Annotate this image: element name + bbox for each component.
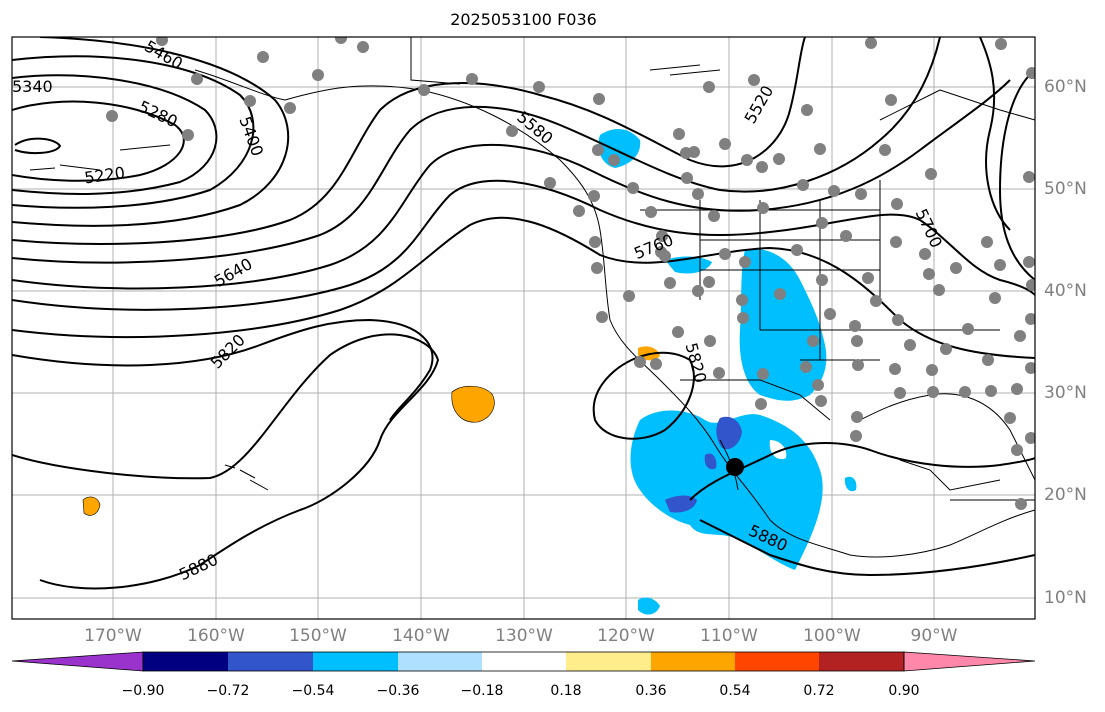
map-frame (11, 36, 1036, 620)
contour-label: 5280 (136, 97, 181, 131)
contour-5340 (12, 74, 218, 195)
contour-5880-lower (699, 519, 1035, 577)
longitude-label: 110°W (700, 626, 758, 646)
contour-5280 (12, 100, 185, 182)
cyan-region-gulf (844, 476, 857, 492)
contour-5400 (12, 55, 255, 209)
colorbar-tick-label: 0.90 (888, 683, 920, 699)
latitude-label: 40°N (1044, 281, 1087, 301)
contour-5880-mexico (592, 351, 695, 440)
contour-label: 5220 (83, 163, 126, 187)
colorbar-tick-label: −0.36 (376, 683, 420, 699)
longitude-label: 100°W (803, 626, 861, 646)
latitude-label: 20°N (1044, 485, 1087, 505)
contour-label: 5580 (513, 107, 556, 148)
white-gap-1 (769, 440, 787, 460)
contour-label: 5640 (211, 254, 256, 291)
colorbar-tick-label: 0.54 (719, 683, 751, 699)
longitude-label: 120°W (597, 626, 655, 646)
colorbar-segment (735, 652, 819, 671)
contour-5220 (14, 137, 62, 155)
blue-region-2 (716, 416, 742, 450)
colorbar-tick-label: 0.36 (635, 683, 667, 699)
colorbar-segment (819, 652, 904, 671)
longitude-label: 160°W (187, 626, 245, 646)
colorbar-segment (313, 652, 398, 671)
blue-region-3 (704, 453, 717, 470)
contour-east (998, 69, 1035, 281)
colorbar-extend-left (11, 651, 144, 672)
colorbar-extend-right (903, 651, 1036, 672)
highlight-marker (726, 458, 744, 476)
gridlines (12, 37, 1035, 619)
blue-region-1 (665, 495, 697, 513)
contour-5580 (12, 37, 941, 264)
colorbar-tick-label: −0.54 (291, 683, 335, 699)
contour-5880-south (689, 442, 1035, 501)
colorbar-tick-label: −0.18 (460, 683, 504, 699)
colorbar-segment (228, 652, 313, 671)
longitude-label: 90°W (910, 626, 958, 646)
contour-5700 (12, 179, 1035, 311)
longitude-label: 130°W (495, 626, 553, 646)
station-dots (106, 37, 1035, 510)
longitude-label: 150°W (289, 626, 347, 646)
colorbar-segment (566, 652, 651, 671)
height-contours (12, 37, 1035, 590)
contour-label: 5880 (176, 550, 221, 584)
longitude-label: 170°W (84, 626, 142, 646)
colorbar-segment (398, 652, 482, 671)
contour-5820 (12, 318, 434, 421)
contour-label: 5400 (235, 114, 267, 159)
colorbar-segment (482, 652, 566, 671)
contour-5460 (12, 37, 290, 227)
colorbar-tick-label: 0.18 (550, 683, 582, 699)
colorbar (11, 651, 1036, 672)
colorbar-tick-label: −0.90 (121, 683, 165, 699)
colorbar-tick-label: −0.72 (206, 683, 250, 699)
contour-label: 5700 (912, 206, 946, 251)
cyan-region-pacific-south (638, 597, 660, 615)
latitude-label: 10°N (1044, 588, 1087, 608)
longitude-label: 140°W (392, 626, 450, 646)
contour-label: 5340 (12, 77, 53, 96)
colorbar-tick-label: 0.72 (803, 683, 835, 699)
latitude-label: 50°N (1044, 179, 1087, 199)
contour-east-2 (979, 37, 1011, 231)
orange-region-pacific (451, 385, 495, 423)
contour-label: 5820 (681, 341, 710, 385)
latitude-label: 30°N (1044, 383, 1087, 403)
contour-5520 (12, 37, 806, 245)
colorbar-segment (143, 652, 228, 671)
orange-region-hawaii-west (82, 496, 101, 516)
contour-5880-pacific (12, 333, 440, 590)
colorbar-segment (651, 652, 735, 671)
shaded-field (82, 128, 857, 615)
cyan-region-southwest (739, 249, 827, 401)
contour-label: 5520 (741, 82, 778, 127)
latitude-label: 60°N (1044, 77, 1087, 97)
map-title: 2025053100 F036 (450, 10, 597, 29)
contour-5640 (12, 79, 1011, 290)
colorbar-frame (142, 651, 905, 672)
